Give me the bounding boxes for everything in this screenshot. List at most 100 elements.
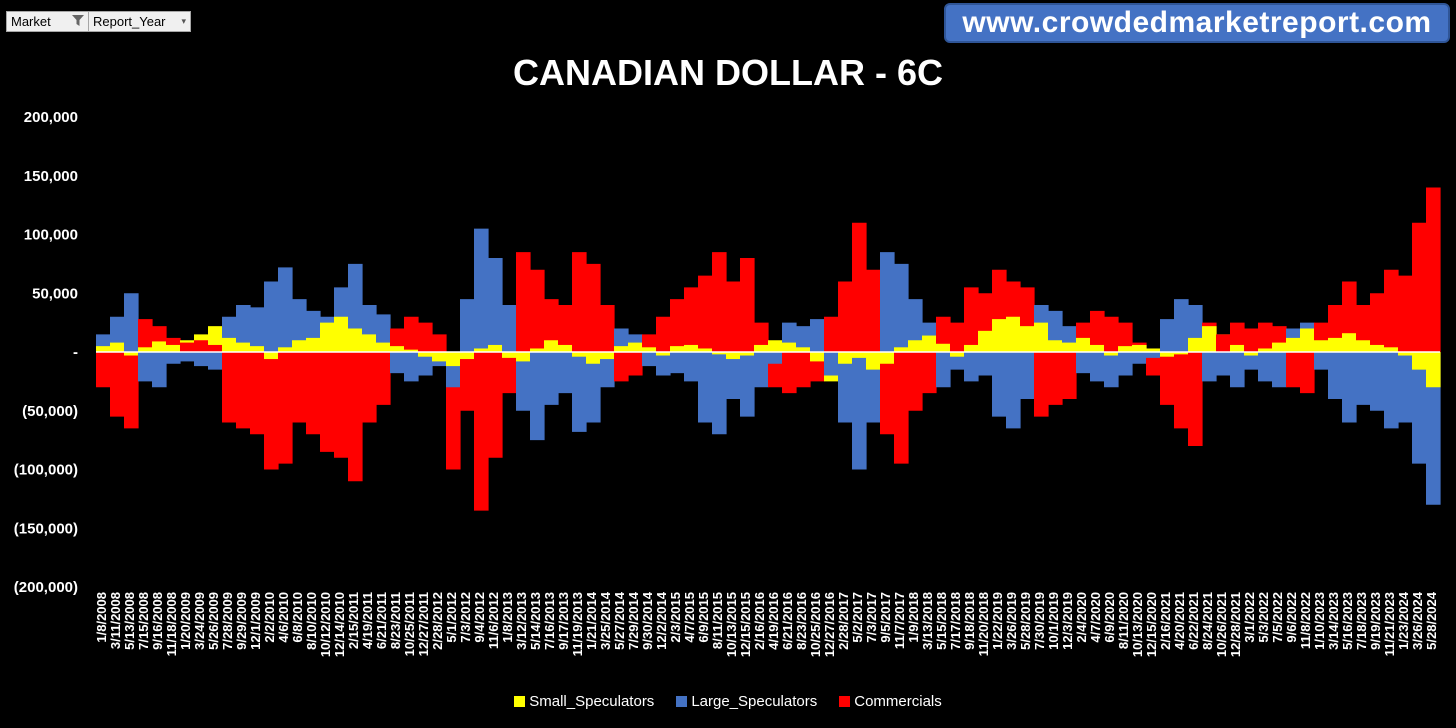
x-tick-label: 4/6/2010 <box>276 592 291 643</box>
x-tick-label: 4/20/2021 <box>1172 592 1187 650</box>
bar-small-speculators <box>152 341 167 352</box>
bar-small-speculators <box>1384 347 1399 352</box>
bar-large-speculators <box>558 352 573 394</box>
bar-commercials <box>278 352 293 464</box>
bar-commercials <box>950 322 965 353</box>
x-tick-label: 7/5/2022 <box>1270 592 1285 643</box>
report-year-filter-button[interactable]: Report_Year ▾ <box>89 11 191 32</box>
y-tick-label: - <box>73 344 78 361</box>
bar-small-speculators <box>124 352 139 356</box>
legend-label-small-speculators: Small_Speculators <box>529 693 655 710</box>
bar-small-speculators <box>600 352 615 360</box>
bar-large-speculators <box>1258 352 1273 382</box>
bar-commercials <box>376 352 391 405</box>
bar-large-speculators <box>292 299 307 353</box>
bar-commercials <box>432 334 447 353</box>
bar-small-speculators <box>1090 344 1105 352</box>
bar-large-speculators <box>936 352 951 388</box>
bar-large-speculators <box>264 281 279 352</box>
bar-commercials <box>684 287 699 353</box>
bar-large-speculators <box>418 352 433 376</box>
bar-small-speculators <box>1118 346 1133 353</box>
bar-small-speculators <box>1006 316 1021 352</box>
x-tick-label: 9/6/2022 <box>1284 592 1299 643</box>
bar-small-speculators <box>978 330 993 352</box>
x-tick-label: 7/30/2019 <box>1032 592 1047 650</box>
bar-large-speculators <box>978 352 993 376</box>
bar-small-speculators <box>1160 352 1175 357</box>
bar-small-speculators <box>586 352 601 364</box>
x-tick-label: 1/20/2009 <box>178 592 193 650</box>
bar-commercials <box>908 352 923 411</box>
bar-small-speculators <box>1300 328 1315 352</box>
x-tick-label: 12/14/2010 <box>332 592 347 657</box>
bar-small-speculators <box>1272 342 1287 352</box>
bar-small-speculators <box>712 352 727 355</box>
bar-small-speculators <box>908 340 923 352</box>
bar-large-speculators <box>124 293 139 352</box>
bar-commercials <box>236 352 251 429</box>
bar-large-speculators <box>1216 352 1231 376</box>
bar-large-speculators <box>460 299 475 353</box>
x-tick-label: 2/28/2017 <box>836 592 851 650</box>
x-tick-label: 4/7/2015 <box>682 592 697 643</box>
x-tick-label: 7/28/2009 <box>220 592 235 650</box>
x-tick-label: 1/23/2024 <box>1396 591 1411 650</box>
bar-small-speculators <box>250 346 265 353</box>
bar-commercials <box>1230 322 1245 353</box>
bar-small-speculators <box>362 334 377 353</box>
bar-large-speculators <box>754 352 769 388</box>
legend-swatch-commercials <box>839 696 851 707</box>
bar-large-speculators <box>208 352 223 370</box>
bar-small-speculators <box>1104 352 1119 356</box>
bar-large-speculators <box>740 352 755 417</box>
bar-large-speculators <box>1426 352 1441 505</box>
x-tick-label: 7/3/2017 <box>864 592 879 643</box>
bar-small-speculators <box>894 347 909 352</box>
x-tick-label: 5/2/2017 <box>850 592 865 643</box>
bar-commercials <box>96 352 111 388</box>
bar-small-speculators <box>404 349 419 352</box>
bar-commercials <box>628 352 643 376</box>
x-tick-label: 7/15/2008 <box>136 592 151 650</box>
filter-bar: Market Report_Year ▾ <box>6 11 191 32</box>
x-tick-label: 11/20/2018 <box>976 592 991 656</box>
bar-large-speculators <box>796 326 811 352</box>
bar-large-speculators <box>1076 352 1091 374</box>
bar-small-speculators <box>1076 337 1091 352</box>
bar-commercials <box>698 275 713 353</box>
bar-large-speculators <box>670 352 685 374</box>
bar-small-speculators <box>1286 337 1301 352</box>
x-tick-label: 12/28/2021 <box>1228 592 1243 657</box>
bar-small-speculators <box>138 347 153 352</box>
bar-small-speculators <box>460 352 475 360</box>
brand-banner[interactable]: www.crowdedmarketreport.com <box>944 3 1450 43</box>
x-tick-label: 3/14/2023 <box>1326 592 1341 650</box>
x-tick-label: 3/11/2008 <box>108 592 123 649</box>
bar-commercials <box>1034 352 1049 417</box>
bar-large-speculators <box>474 228 489 353</box>
bar-small-speculators <box>782 342 797 352</box>
bar-small-speculators <box>418 352 433 357</box>
y-tick-label: (100,000) <box>14 462 78 479</box>
bar-commercials <box>138 319 153 352</box>
bar-commercials <box>754 322 769 353</box>
bar-commercials <box>922 352 937 394</box>
bar-small-speculators <box>922 335 937 352</box>
bar-commercials <box>124 352 139 429</box>
x-tick-label: 2/15/2011 <box>346 592 361 649</box>
bar-large-speculators <box>642 352 657 367</box>
bar-small-speculators <box>796 347 811 352</box>
bar-small-speculators <box>614 346 629 353</box>
bar-small-speculators <box>1258 348 1273 352</box>
bar-commercials <box>572 252 587 353</box>
bar-large-speculators <box>1160 319 1175 352</box>
x-tick-label: 3/12/2013 <box>514 592 529 650</box>
x-tick-label: 7/29/2014 <box>626 591 641 650</box>
chart-legend: Small_Speculators Large_Speculators Comm… <box>0 693 1456 710</box>
bar-large-speculators <box>726 352 741 399</box>
bar-small-speculators <box>1230 344 1245 352</box>
funnel-icon <box>72 15 84 28</box>
bar-commercials <box>194 340 209 352</box>
market-filter-button[interactable]: Market <box>6 11 89 32</box>
